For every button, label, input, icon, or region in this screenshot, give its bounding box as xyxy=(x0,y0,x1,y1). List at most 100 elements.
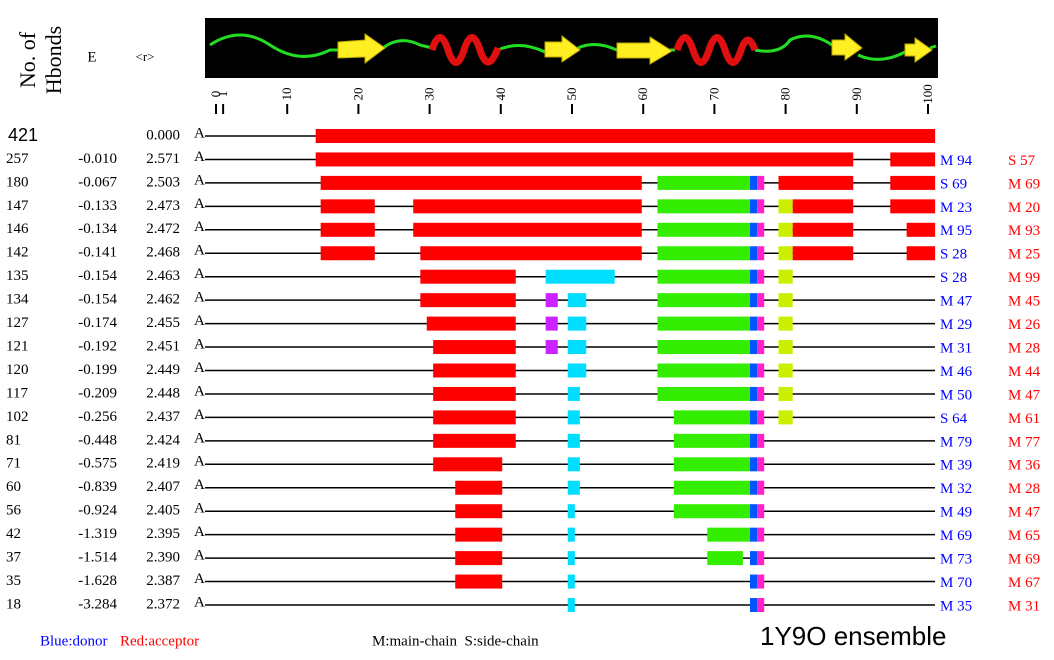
contact-segment xyxy=(707,551,743,565)
acceptor-label: M 45 xyxy=(1008,294,1040,310)
contact-segment xyxy=(316,129,935,143)
contact-segment xyxy=(757,246,764,260)
energy: -1.628 xyxy=(78,573,117,589)
acceptor-label: M 67 xyxy=(1008,575,1041,591)
tick-label: 30 xyxy=(422,88,437,101)
contact-segment xyxy=(907,246,935,260)
acceptor-label: M 26 xyxy=(1008,317,1041,333)
contact-segment xyxy=(568,317,587,331)
contact-segment xyxy=(657,293,750,307)
contact-segment xyxy=(750,199,757,213)
radius: 2.462 xyxy=(146,292,180,308)
tick-label: 50 xyxy=(564,88,579,101)
acceptor-label: M 31 xyxy=(1008,598,1040,614)
energy: -1.514 xyxy=(78,550,117,566)
chain: A xyxy=(194,454,205,470)
energy: -0.010 xyxy=(78,151,117,167)
contact-segment xyxy=(778,199,792,213)
acceptor-label: M 69 xyxy=(1008,176,1040,192)
contact-segment xyxy=(657,340,750,354)
contact-segment xyxy=(568,293,587,307)
contact-segment xyxy=(750,340,757,354)
acceptor-label: S 57 xyxy=(1008,153,1036,169)
hbond-count: 56 xyxy=(6,503,22,519)
donor-label: M 35 xyxy=(940,598,972,614)
radius: 2.372 xyxy=(146,596,180,612)
energy: -0.134 xyxy=(78,221,117,237)
donor-label: M 70 xyxy=(940,575,972,591)
contact-segment xyxy=(890,199,935,213)
radius: 2.395 xyxy=(146,526,180,542)
hbond-count: 71 xyxy=(6,456,21,472)
radius: 2.455 xyxy=(146,315,180,331)
energy: -0.256 xyxy=(78,409,117,425)
contact-segment xyxy=(750,410,757,424)
contact-segment xyxy=(455,504,502,518)
contact-segment xyxy=(757,575,764,589)
hbond-count: 18 xyxy=(6,596,21,612)
energy: -0.174 xyxy=(78,315,117,331)
acceptor-note: Red:acceptor xyxy=(120,633,199,649)
radius: 2.503 xyxy=(146,174,180,190)
radius: 2.424 xyxy=(146,432,180,448)
radius: 2.390 xyxy=(146,550,180,566)
contact-segment xyxy=(674,434,750,448)
contact-segment xyxy=(778,364,792,378)
hbond-map: No. of Hbonds E <r> Blue:donor Red:accep… xyxy=(0,0,1054,660)
donor-label: M 39 xyxy=(940,458,972,474)
acceptor-label: M 28 xyxy=(1008,340,1040,356)
hbonds-label: No. of xyxy=(15,31,40,88)
contact-segment xyxy=(757,223,764,237)
chain: A xyxy=(194,524,205,540)
contact-segment xyxy=(750,364,757,378)
chain: A xyxy=(194,430,205,446)
contact-segment xyxy=(778,410,792,424)
donor-label: S 64 xyxy=(940,411,968,427)
donor-label: M 23 xyxy=(940,200,972,216)
radius: 2.407 xyxy=(146,479,180,495)
chain: A xyxy=(194,571,205,587)
contact-segment xyxy=(433,410,516,424)
hbond-count: 81 xyxy=(6,432,21,448)
contact-segment xyxy=(750,434,757,448)
energy: -0.192 xyxy=(78,338,117,354)
contact-segment xyxy=(757,364,764,378)
hbonds-label: Hbonds xyxy=(41,26,66,94)
tick-label: 40 xyxy=(493,88,508,101)
chain: A xyxy=(194,407,205,423)
energy: -0.924 xyxy=(78,503,117,519)
donor-label: M 69 xyxy=(940,528,972,544)
contact-segment xyxy=(321,223,375,237)
acceptor-label: M 25 xyxy=(1008,247,1040,263)
chain: A xyxy=(194,360,205,376)
contact-segment xyxy=(750,598,757,612)
contact-segment xyxy=(750,551,757,565)
hbond-count: 135 xyxy=(6,268,29,284)
contact-segment xyxy=(757,481,764,495)
contact-segment xyxy=(778,270,792,284)
contact-segment xyxy=(750,270,757,284)
contact-segment xyxy=(433,387,516,401)
chain: A xyxy=(194,336,205,352)
radius: 2.437 xyxy=(146,409,180,425)
contact-segment xyxy=(778,223,792,237)
contact-segment xyxy=(757,504,764,518)
contact-segment xyxy=(674,410,750,424)
contact-segment xyxy=(657,199,750,213)
contact-segment xyxy=(413,223,642,237)
donor-label: M 49 xyxy=(940,505,972,521)
contact-segment xyxy=(757,410,764,424)
contact-segment xyxy=(455,551,502,565)
radius: 2.448 xyxy=(146,385,180,401)
energy: -0.209 xyxy=(78,385,117,401)
chain: A xyxy=(194,313,205,329)
energy: -0.448 xyxy=(78,432,117,448)
energy-label: E xyxy=(87,49,96,65)
radius: 2.472 xyxy=(146,221,180,237)
donor-label: M 47 xyxy=(940,294,973,310)
contact-segment xyxy=(750,387,757,401)
contact-segment xyxy=(757,270,764,284)
acceptor-label: M 36 xyxy=(1008,458,1041,474)
contact-segment xyxy=(568,364,587,378)
contact-segment xyxy=(707,528,750,542)
